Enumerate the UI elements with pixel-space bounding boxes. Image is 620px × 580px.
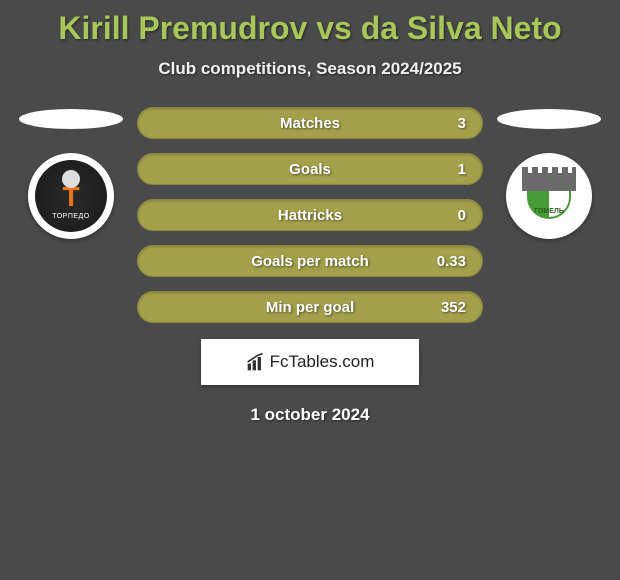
stat-right-value: 0: [458, 207, 466, 224]
gomel-label: ГОМЕЛЬ: [534, 208, 564, 215]
stat-bar: Goals per match 0.33: [137, 245, 483, 277]
stat-label: Matches: [280, 115, 340, 132]
torpedo-logo: Т ТОРПЕДО: [35, 160, 107, 232]
stats-column: Matches 3 Goals 1 Hattricks 0 Goals per match 0…: [137, 107, 483, 323]
stat-right-value: 0.33: [437, 253, 466, 270]
gomel-logo: ГОМЕЛЬ: [511, 158, 587, 234]
stat-label: Goals per match: [251, 253, 369, 270]
castle-icon: [522, 173, 576, 191]
date-text: 1 october 2024: [0, 405, 620, 425]
stat-label: Goals: [289, 161, 331, 178]
stat-right-value: 1: [458, 161, 466, 178]
left-player-marker: [19, 109, 123, 129]
chart-icon: [246, 352, 266, 372]
left-team-badge: Т ТОРПЕДО: [28, 153, 114, 239]
right-column: ГОМЕЛЬ: [497, 107, 601, 239]
page-title: Kirill Premudrov vs da Silva Neto: [0, 10, 620, 47]
stat-right-value: 3: [458, 115, 466, 132]
stat-label: Min per goal: [266, 299, 354, 316]
main-row: Т ТОРПЕДО Matches 3 Goals 1 Hattricks 0 Goals …: [0, 107, 620, 323]
stat-right-value: 352: [441, 299, 466, 316]
stat-bar: Goals 1: [137, 153, 483, 185]
brand-box[interactable]: FcTables.com: [201, 339, 419, 385]
torpedo-label: ТОРПЕДО: [52, 213, 89, 220]
stat-bar: Hattricks 0: [137, 199, 483, 231]
left-column: Т ТОРПЕДО: [19, 107, 123, 239]
stat-bar: Matches 3: [137, 107, 483, 139]
stat-bar: Min per goal 352: [137, 291, 483, 323]
shield-icon: ГОМЕЛЬ: [527, 189, 571, 219]
subtitle: Club competitions, Season 2024/2025: [0, 59, 620, 79]
torpedo-letter: Т: [62, 181, 79, 213]
right-team-badge: ГОМЕЛЬ: [506, 153, 592, 239]
brand-text: FcTables.com: [270, 352, 375, 372]
stat-label: Hattricks: [278, 207, 342, 224]
right-player-marker: [497, 109, 601, 129]
